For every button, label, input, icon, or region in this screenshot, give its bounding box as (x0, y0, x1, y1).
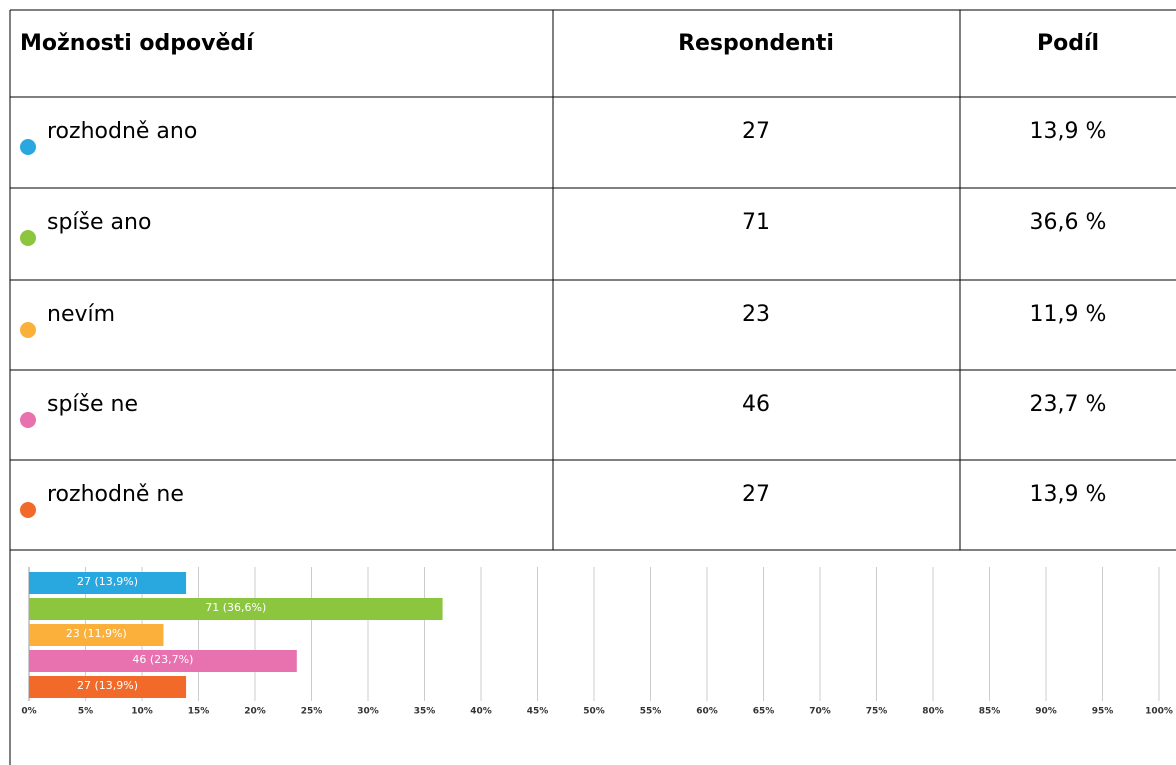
value-label: 46 (23,7%) (132, 653, 193, 666)
bar (29, 572, 187, 594)
x-tick-label: 30% (357, 707, 379, 717)
header-cell: Možnosti odpovědí (20, 31, 255, 56)
bar (29, 598, 443, 620)
table-cell: 27 (742, 482, 770, 507)
x-tick-label: 75% (866, 707, 888, 717)
x-tick-label: 85% (979, 707, 1001, 717)
header-cell: Podíl (1037, 31, 1099, 56)
x-tick-label: 20% (244, 707, 266, 717)
x-tick-label: 100% (1145, 707, 1173, 717)
table-cell: 71 (742, 210, 770, 235)
value-label: 27 (13,9%) (77, 679, 138, 692)
x-tick-label: 70% (809, 707, 831, 717)
x-tick-label: 95% (1092, 707, 1114, 717)
x-tick-label: 60% (696, 707, 718, 717)
table-cell: spíše ano (47, 210, 151, 235)
header-cell: Respondenti (678, 31, 834, 56)
legend-dot (20, 412, 36, 428)
table-cell: 11,9 % (1030, 302, 1107, 327)
table-cell: rozhodně ne (47, 482, 184, 507)
table-cell: 23,7 % (1030, 392, 1107, 417)
table-cell: 13,9 % (1030, 119, 1107, 144)
x-tick-label: 40% (470, 707, 492, 717)
table-cell: 13,9 % (1030, 482, 1107, 507)
x-tick-label: 5% (78, 707, 93, 717)
table-cell: 23 (742, 302, 770, 327)
legend-dot (20, 230, 36, 246)
value-label: 23 (11,9%) (66, 627, 127, 640)
x-tick-label: 35% (414, 707, 436, 717)
x-tick-label: 55% (640, 707, 662, 717)
value-label: 27 (13,9%) (77, 575, 138, 588)
legend-dot (20, 139, 36, 155)
table-cell: nevím (47, 302, 115, 327)
value-label: 71 (36,6%) (205, 601, 266, 614)
table-cell: rozhodně ano (47, 119, 197, 144)
legend-dot (20, 322, 36, 338)
x-tick-label: 50% (583, 707, 605, 717)
table-cell: 27 (742, 119, 770, 144)
x-tick-label: 65% (753, 707, 775, 717)
legend-dot (20, 502, 36, 518)
table-cell: spíše ne (47, 392, 138, 417)
x-tick-label: 80% (922, 707, 944, 717)
bar (29, 624, 164, 646)
table-cell: 46 (742, 392, 770, 417)
x-tick-label: 90% (1035, 707, 1057, 717)
table-cell: 36,6 % (1030, 210, 1107, 235)
x-tick-label: 10% (131, 707, 153, 717)
x-tick-label: 45% (527, 707, 549, 717)
bar (29, 650, 297, 672)
x-tick-label: 15% (188, 707, 210, 717)
x-tick-label: 25% (301, 707, 323, 717)
x-tick-label: 0% (21, 707, 36, 717)
bar (29, 676, 187, 698)
